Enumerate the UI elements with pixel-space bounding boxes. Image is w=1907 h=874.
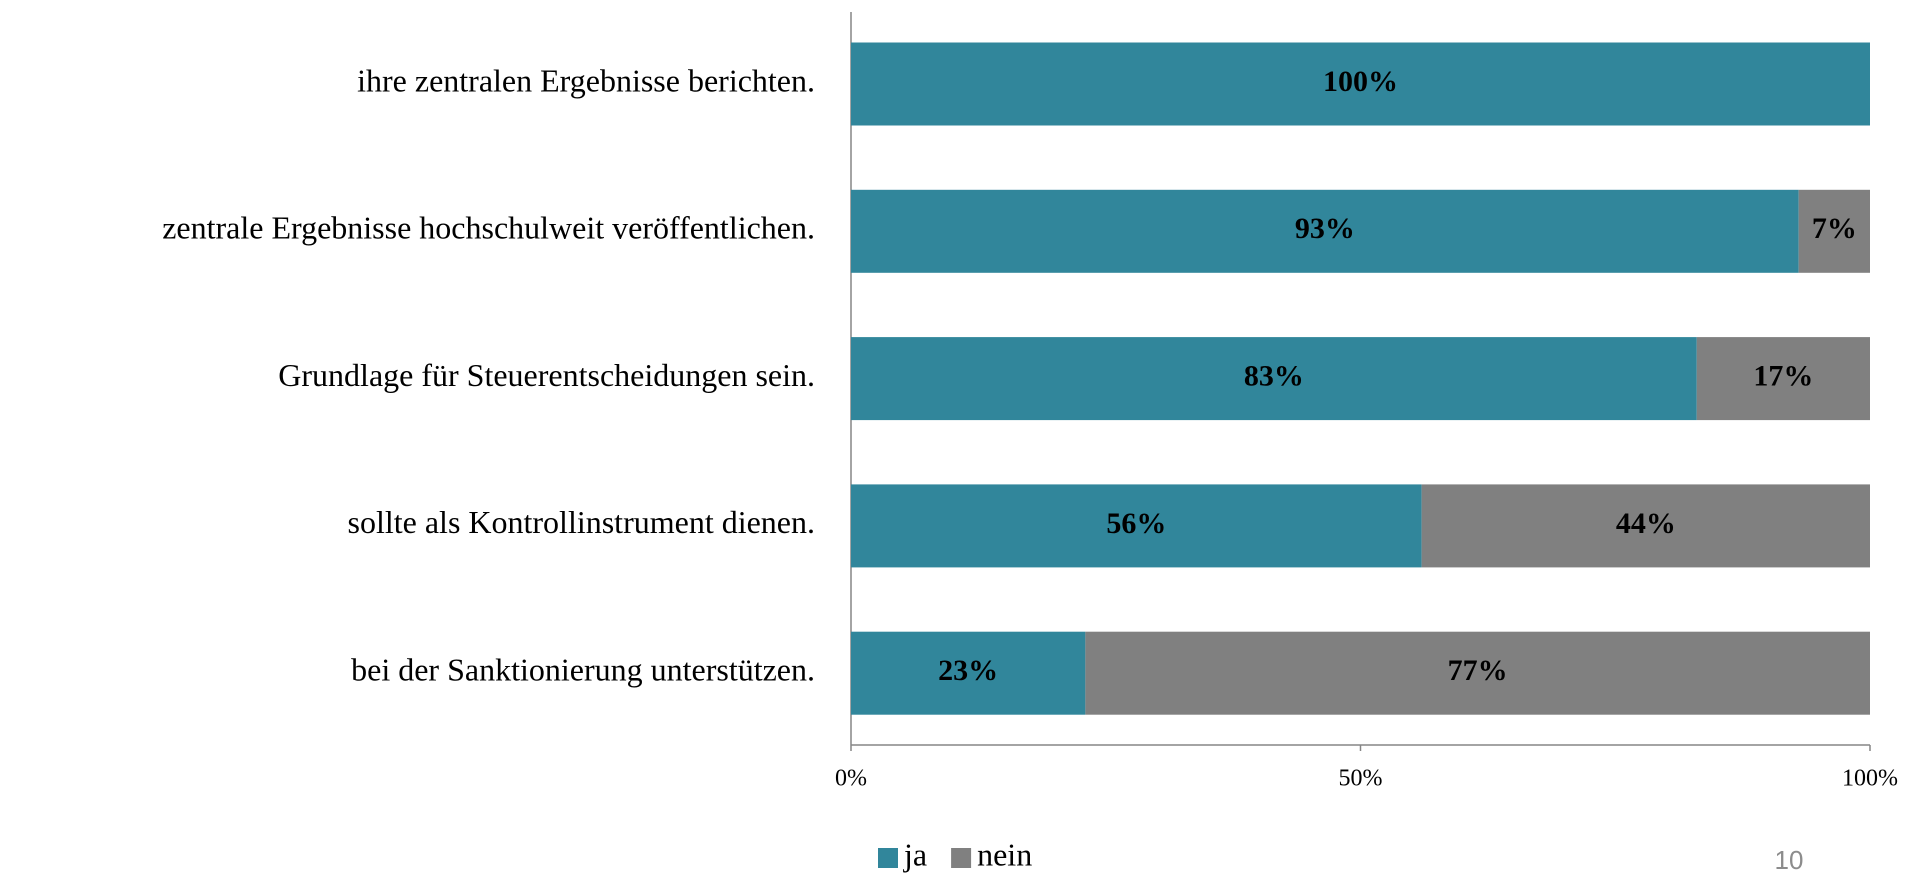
category-label: sollte als Kontrollinstrument dienen. — [348, 504, 815, 540]
slide-number: 10 — [1775, 845, 1804, 874]
value-label: 83% — [1244, 359, 1304, 392]
legend-swatch — [878, 848, 898, 868]
bar-segment — [1696, 337, 1870, 421]
x-tick-label: 100% — [1842, 766, 1898, 792]
category-label: zentrale Ergebnisse hochschulweit veröff… — [162, 210, 815, 246]
category-label: Grundlage für Steuerentscheidungen sein. — [278, 357, 815, 393]
value-label: 100% — [1323, 65, 1398, 98]
bar-segment — [1421, 484, 1870, 568]
value-label: 23% — [938, 654, 998, 687]
bar-segment — [851, 631, 1086, 715]
value-label: 56% — [1106, 507, 1166, 540]
bar-segment — [1085, 631, 1870, 715]
x-tick-label: 0% — [835, 766, 867, 792]
bar-segment — [1798, 189, 1870, 273]
category-label: ihre zentralen Ergebnisse berichten. — [357, 62, 815, 98]
legend-label: ja — [903, 836, 927, 872]
value-label: 17% — [1753, 359, 1813, 392]
value-label: 44% — [1616, 507, 1676, 540]
value-label: 93% — [1295, 212, 1355, 245]
value-label: 7% — [1812, 212, 1857, 245]
value-label: 77% — [1448, 654, 1508, 687]
bar-segment — [851, 189, 1799, 273]
legend-swatch — [951, 848, 972, 868]
category-label: bei der Sanktionierung unterstützen. — [351, 652, 815, 688]
bar-segment — [851, 42, 1870, 126]
legend-label: nein — [977, 836, 1032, 872]
bar-segment — [851, 337, 1697, 421]
x-tick-label: 50% — [1339, 766, 1383, 792]
bar-segment — [851, 484, 1422, 568]
